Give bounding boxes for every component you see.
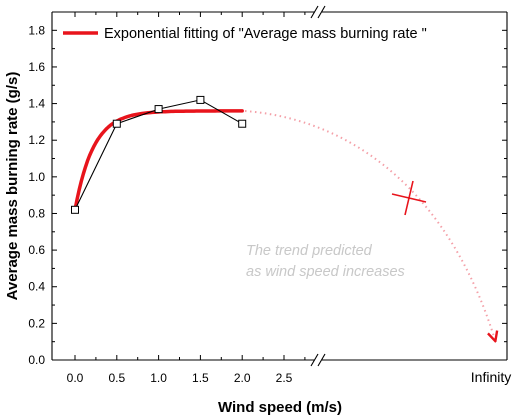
y-tick-label: 1.8	[28, 23, 45, 37]
data-point	[154, 105, 163, 114]
prediction-cross-mark-2	[404, 180, 414, 216]
x-tick-label: 1.0	[150, 371, 167, 385]
x-tick-label: 0.0	[67, 371, 84, 385]
y-axis-title: Average mass burning rate (g/s)	[4, 72, 21, 301]
x-tick-label: 1.5	[192, 371, 209, 385]
y-tick-label: 0.2	[28, 316, 45, 330]
prediction-trend	[244, 110, 495, 340]
x-tick-label: 0.5	[108, 371, 125, 385]
series-layer	[71, 95, 247, 214]
data-point	[238, 119, 247, 128]
y-tick-label: 1.0	[28, 170, 45, 184]
x-tick-label-infinity: Infinity	[471, 369, 511, 385]
x-axis-ticks: 0.0 0.5 1.0 1.5 2.0 2.5 Infinity	[67, 12, 511, 385]
fit-curve	[73, 109, 244, 212]
y-tick-label: 0.4	[28, 280, 45, 294]
data-point	[71, 205, 79, 214]
legend: Exponential fitting of "Average mass bur…	[63, 26, 427, 42]
axis-break-top	[310, 5, 326, 19]
measured-line	[74, 99, 243, 211]
plot-frame	[51, 11, 508, 361]
annotation-line-1: The trend predicted	[246, 243, 373, 259]
y-axis-ticks: 0.0 0.2 0.4 0.6 0.8 1.0 1.2 1.4 1.6 1.8	[28, 23, 507, 367]
y-tick-label: 0.6	[28, 243, 45, 257]
x-tick-label: 2.0	[234, 371, 251, 385]
data-point	[112, 119, 121, 128]
y-tick-label: 1.4	[28, 97, 45, 111]
y-tick-label: 0.8	[28, 206, 45, 220]
prediction-dotted-arrow	[244, 110, 495, 340]
y-tick-label: 1.6	[28, 60, 45, 74]
axis-break-bottom	[310, 353, 326, 367]
annotation-line-2: as wind speed increases	[246, 264, 405, 280]
x-axis-title: Wind speed (m/s)	[218, 399, 342, 416]
data-point	[196, 95, 205, 104]
y-tick-label: 1.2	[28, 133, 45, 147]
legend-fit-label: Exponential fitting of "Average mass bur…	[104, 26, 427, 42]
y-tick-label: 0.0	[28, 353, 45, 367]
x-tick-label: 2.5	[276, 371, 293, 385]
